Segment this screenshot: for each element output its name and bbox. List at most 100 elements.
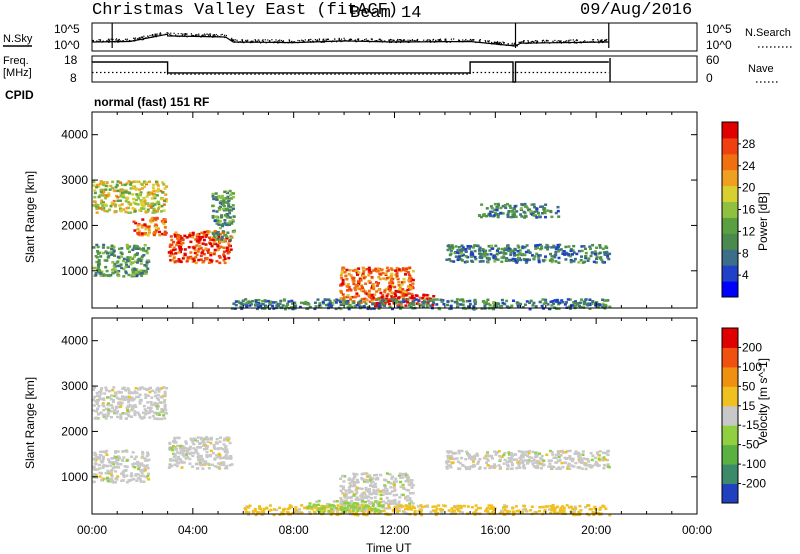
power-cell — [586, 304, 590, 307]
velocity-cell — [196, 467, 200, 470]
velocity-cell — [573, 452, 577, 455]
power-cell — [376, 298, 380, 301]
velocity-cell — [329, 513, 333, 516]
nsearch-point — [170, 32, 172, 34]
nsearch-point — [512, 44, 514, 46]
velocity-cell — [108, 480, 112, 483]
power-cell — [411, 269, 415, 273]
power-cell — [95, 256, 99, 259]
power-cell — [461, 303, 465, 306]
velocity-cell — [162, 386, 166, 389]
power-cell — [446, 248, 450, 252]
power-cell — [370, 298, 374, 301]
power-cell — [469, 253, 473, 256]
power-cell — [146, 208, 150, 211]
power-cell — [212, 209, 216, 213]
nsearch-point — [403, 40, 405, 42]
power-cell — [490, 206, 494, 210]
power-cell — [213, 230, 217, 234]
power-cell — [365, 268, 369, 271]
velocity-cell — [222, 456, 226, 460]
nsearch-point — [120, 40, 122, 43]
nsearch-point — [303, 41, 305, 43]
nsearch-point — [332, 40, 334, 42]
power-cell — [588, 245, 592, 248]
velocity-cell — [224, 450, 228, 454]
power-cell — [494, 302, 498, 305]
nsearch-point — [159, 32, 161, 34]
nsearch-point — [287, 41, 289, 43]
nsearch-point — [428, 39, 430, 41]
power-cell — [495, 212, 499, 216]
power-cell — [490, 210, 494, 213]
power-cell — [218, 208, 222, 211]
velocity-cell — [390, 490, 394, 493]
nsearch-point — [429, 40, 431, 42]
power-cell — [113, 189, 117, 193]
velocity-cell — [185, 450, 189, 453]
velocity-cell — [140, 472, 144, 475]
power-cell — [474, 257, 478, 261]
velocity-cell — [213, 447, 217, 450]
velocity-cell — [119, 463, 123, 466]
power-cell — [450, 244, 454, 247]
velocity-cell — [502, 506, 505, 509]
velocity-cell — [473, 456, 477, 459]
velocity-cell — [366, 479, 370, 482]
power-cell — [343, 299, 347, 303]
power-cell — [402, 277, 406, 281]
nsearch-point — [365, 38, 367, 40]
power-cell — [509, 210, 513, 213]
power-cell — [497, 247, 500, 250]
power-cell — [408, 296, 412, 299]
power-cell — [604, 251, 608, 254]
power-cell — [154, 180, 158, 184]
velocity-cell — [584, 457, 588, 461]
nsearch-point — [576, 42, 578, 44]
power-cell — [205, 257, 209, 261]
power-cell — [554, 260, 558, 263]
power-cell — [169, 235, 173, 238]
velocity-cell — [561, 505, 565, 508]
power-cell — [357, 303, 361, 306]
velocity-cell — [579, 509, 583, 512]
velocity-cell — [497, 450, 501, 453]
velocity-cell — [196, 436, 200, 439]
velocity-cell — [98, 394, 102, 398]
power-cell — [353, 287, 357, 290]
power-cell — [143, 204, 146, 207]
velocity-cell — [112, 462, 116, 466]
velocity-cell — [452, 457, 456, 461]
velocity-cell — [176, 436, 180, 440]
power-cell — [589, 254, 593, 258]
power-cell — [574, 304, 578, 308]
velocity-cell — [244, 508, 248, 511]
nsearch-point — [418, 40, 420, 43]
power-cell — [147, 247, 151, 250]
power-cell — [139, 256, 143, 260]
power-cell — [468, 299, 472, 303]
velocity-cell — [416, 505, 420, 508]
velocity-cell — [253, 507, 257, 511]
velocity-cell — [342, 504, 346, 507]
power-cell — [209, 238, 213, 241]
power-cell — [135, 270, 139, 274]
power-cell — [343, 271, 347, 274]
velocity-colorbar-label: Velocity [m s^-1] — [756, 358, 770, 445]
power-cell — [516, 250, 520, 253]
power-cell — [546, 245, 550, 249]
power-cell — [95, 260, 99, 264]
velocity-cell — [207, 467, 211, 470]
power-cell — [411, 302, 415, 305]
velocity-cell — [457, 451, 461, 455]
velocity-cell — [542, 459, 546, 463]
power-cell — [178, 259, 182, 263]
velocity-cell — [520, 511, 524, 514]
nsearch-point — [479, 39, 481, 41]
power-cell — [353, 305, 357, 308]
velocity-cell — [247, 513, 251, 516]
power-cell — [224, 197, 228, 200]
power-cell — [93, 189, 97, 192]
power-cell — [178, 248, 182, 251]
